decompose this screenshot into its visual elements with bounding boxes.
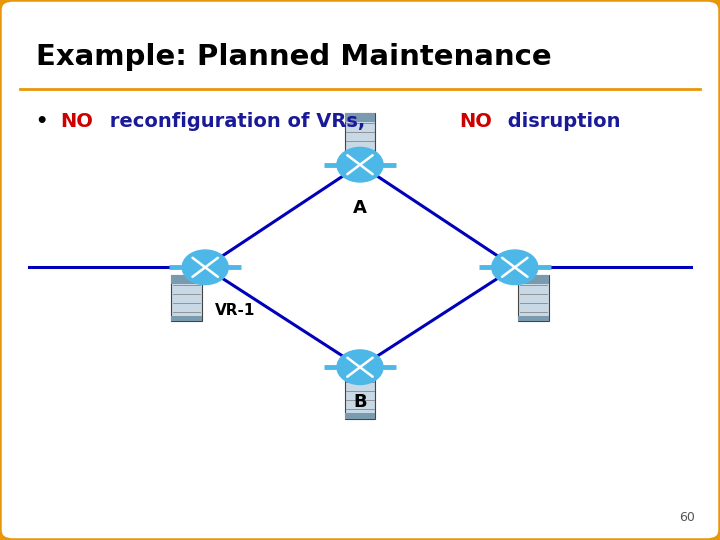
Bar bbox=[171, 275, 202, 284]
Bar bbox=[518, 275, 549, 284]
Text: NO: NO bbox=[60, 112, 94, 131]
Text: 60: 60 bbox=[679, 511, 695, 524]
Circle shape bbox=[337, 147, 383, 182]
Text: disruption: disruption bbox=[501, 112, 621, 131]
Bar bbox=[345, 154, 375, 159]
Text: reconfiguration of VRs,: reconfiguration of VRs, bbox=[103, 112, 379, 131]
FancyBboxPatch shape bbox=[345, 113, 375, 159]
Text: B: B bbox=[354, 393, 366, 411]
Bar bbox=[345, 373, 375, 381]
FancyBboxPatch shape bbox=[345, 373, 375, 418]
Circle shape bbox=[492, 250, 538, 285]
Bar bbox=[171, 316, 202, 321]
Circle shape bbox=[182, 250, 228, 285]
Circle shape bbox=[337, 350, 383, 384]
Text: A: A bbox=[353, 199, 367, 217]
FancyBboxPatch shape bbox=[518, 275, 549, 321]
Bar bbox=[345, 113, 375, 122]
Text: NO: NO bbox=[459, 112, 492, 131]
Text: •: • bbox=[36, 112, 55, 131]
Bar bbox=[345, 413, 375, 418]
Bar bbox=[518, 316, 549, 321]
Text: Example: Planned Maintenance: Example: Planned Maintenance bbox=[36, 43, 552, 71]
FancyBboxPatch shape bbox=[171, 275, 202, 321]
Text: VR-1: VR-1 bbox=[215, 303, 256, 318]
